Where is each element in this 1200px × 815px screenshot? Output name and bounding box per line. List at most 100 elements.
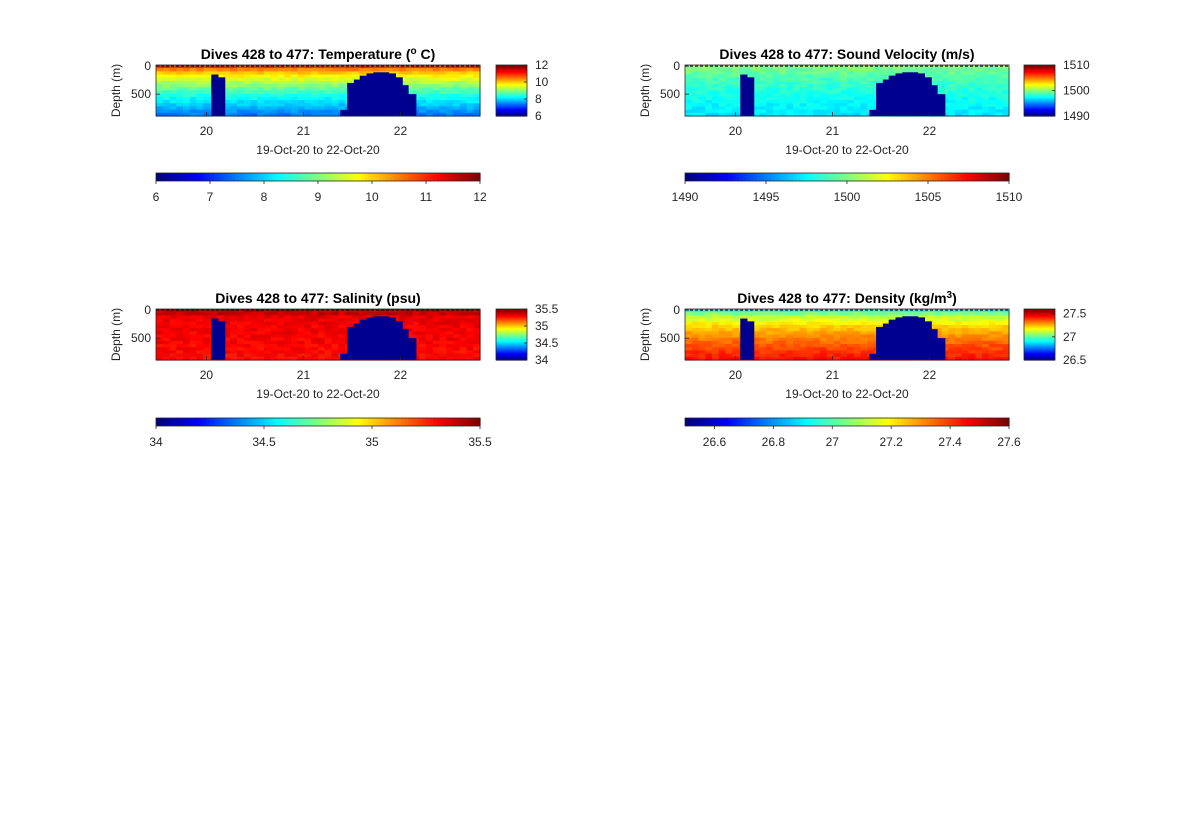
heatmap-cell: [1002, 312, 1010, 316]
heatmap-cell: [739, 315, 747, 320]
heatmap-cell: [995, 65, 1003, 69]
heatmap-cell: [988, 337, 997, 342]
heatmap-cell: [473, 347, 481, 352]
heatmap-cell: [759, 353, 767, 358]
heatmap-cell: [732, 93, 740, 98]
heatmap-cell: [453, 84, 461, 88]
heatmap-cell: [820, 337, 828, 342]
colorbar-right-cell: [496, 346, 527, 348]
heatmap-cell: [223, 350, 231, 355]
heatmap-cell: [237, 328, 245, 332]
heatmap-cell: [250, 324, 258, 329]
heatmap-cell: [772, 65, 781, 69]
heatmap-cell: [453, 331, 461, 336]
heatmap-cell: [698, 312, 706, 316]
heatmap-cell: [813, 334, 821, 339]
heatmap-cell: [961, 328, 970, 332]
heatmap-cell: [223, 87, 231, 92]
heatmap-cell: [813, 96, 821, 101]
heatmap-cell: [385, 65, 393, 69]
heatmap-cell: [284, 315, 292, 320]
heatmap-cell: [887, 65, 895, 69]
heatmap-cell: [975, 350, 983, 355]
heatmap-cell: [419, 109, 427, 114]
heatmap-cell: [1002, 321, 1010, 326]
heatmap-cell: [277, 71, 285, 76]
heatmap-cell: [860, 90, 868, 95]
heatmap-cell: [311, 103, 319, 108]
heatmap-cell: [311, 93, 319, 98]
heatmap-cell: [331, 356, 339, 361]
heatmap-cell: [934, 74, 943, 79]
no-data-region: [740, 318, 748, 360]
heatmap-cell: [304, 74, 312, 79]
heatmap-cell: [833, 324, 841, 329]
colorbar-bottom-cell: [850, 173, 855, 181]
heatmap-cell: [156, 318, 164, 323]
heatmap-cell: [270, 103, 279, 108]
heatmap-cell: [297, 100, 306, 104]
heatmap-cell: [237, 84, 245, 88]
heatmap-cell: [941, 80, 949, 85]
no-data-region: [924, 77, 932, 116]
heatmap-cell: [779, 103, 787, 108]
heatmap-cell: [948, 65, 956, 69]
heatmap-cell: [772, 350, 781, 355]
heatmap-cell: [759, 80, 767, 85]
heatmap-cell: [759, 356, 767, 361]
heatmap-cell: [392, 315, 400, 320]
heatmap-cell: [250, 96, 258, 101]
heatmap-cell: [156, 77, 164, 82]
heatmap-cell: [698, 68, 706, 72]
heatmap-cell: [685, 90, 693, 95]
heatmap-cell: [162, 106, 171, 111]
colorbar-bottom-cell: [962, 418, 967, 426]
colorbar-bottom-cell: [310, 418, 315, 426]
colorbar-right-cell: [496, 66, 527, 69]
heatmap-cell: [473, 318, 481, 323]
colorbar-right-cell: [496, 108, 527, 110]
heatmap-cell: [698, 334, 706, 339]
heatmap-cell: [948, 87, 956, 92]
heatmap-cell: [176, 337, 184, 342]
heatmap-cell: [705, 112, 713, 117]
colorbar-bottom-tick-label: 34.5: [252, 435, 276, 449]
colorbar-bottom-cell: [951, 173, 956, 181]
heatmap-cell: [351, 74, 360, 79]
heatmap-cell: [176, 324, 184, 329]
colorbar-bottom-cell: [893, 418, 898, 426]
colorbar-bottom-cell: [847, 418, 852, 426]
colorbar-bottom-cell: [692, 418, 697, 426]
heatmap-cell: [955, 340, 963, 345]
heatmap-cell: [786, 112, 794, 117]
heatmap-cell: [183, 337, 191, 342]
heatmap-cell: [860, 65, 868, 69]
colorbar-bottom-cell: [300, 418, 305, 426]
colorbar-bottom-cell: [429, 173, 434, 181]
colorbar-bottom-cell: [753, 418, 758, 426]
heatmap-cell: [203, 340, 211, 345]
colorbar-bottom-cell: [372, 418, 377, 426]
heatmap-cell: [793, 87, 801, 92]
heatmap-cell: [691, 337, 700, 342]
colorbar-bottom-cell: [793, 418, 798, 426]
heatmap-cell: [453, 106, 461, 111]
heatmap-cell: [833, 74, 841, 79]
heatmap-cell: [324, 71, 333, 76]
heatmap-cell: [698, 106, 706, 111]
heatmap-cell: [324, 356, 333, 361]
heatmap-cell: [941, 324, 949, 329]
heatmap-cell: [318, 337, 326, 342]
heatmap-cell: [712, 353, 720, 358]
heatmap-cell: [820, 347, 828, 352]
heatmap-cell: [473, 109, 481, 114]
heatmap-cell: [345, 74, 353, 79]
heatmap-cell: [318, 65, 326, 69]
colorbar-bottom-cell: [911, 173, 916, 181]
heatmap-cell: [196, 80, 204, 85]
colorbar-bottom-cell: [238, 173, 243, 181]
heatmap-cell: [847, 318, 855, 323]
colorbar-bottom-cell: [710, 418, 715, 426]
heatmap-cell: [439, 112, 447, 117]
heatmap-cell: [691, 71, 700, 76]
